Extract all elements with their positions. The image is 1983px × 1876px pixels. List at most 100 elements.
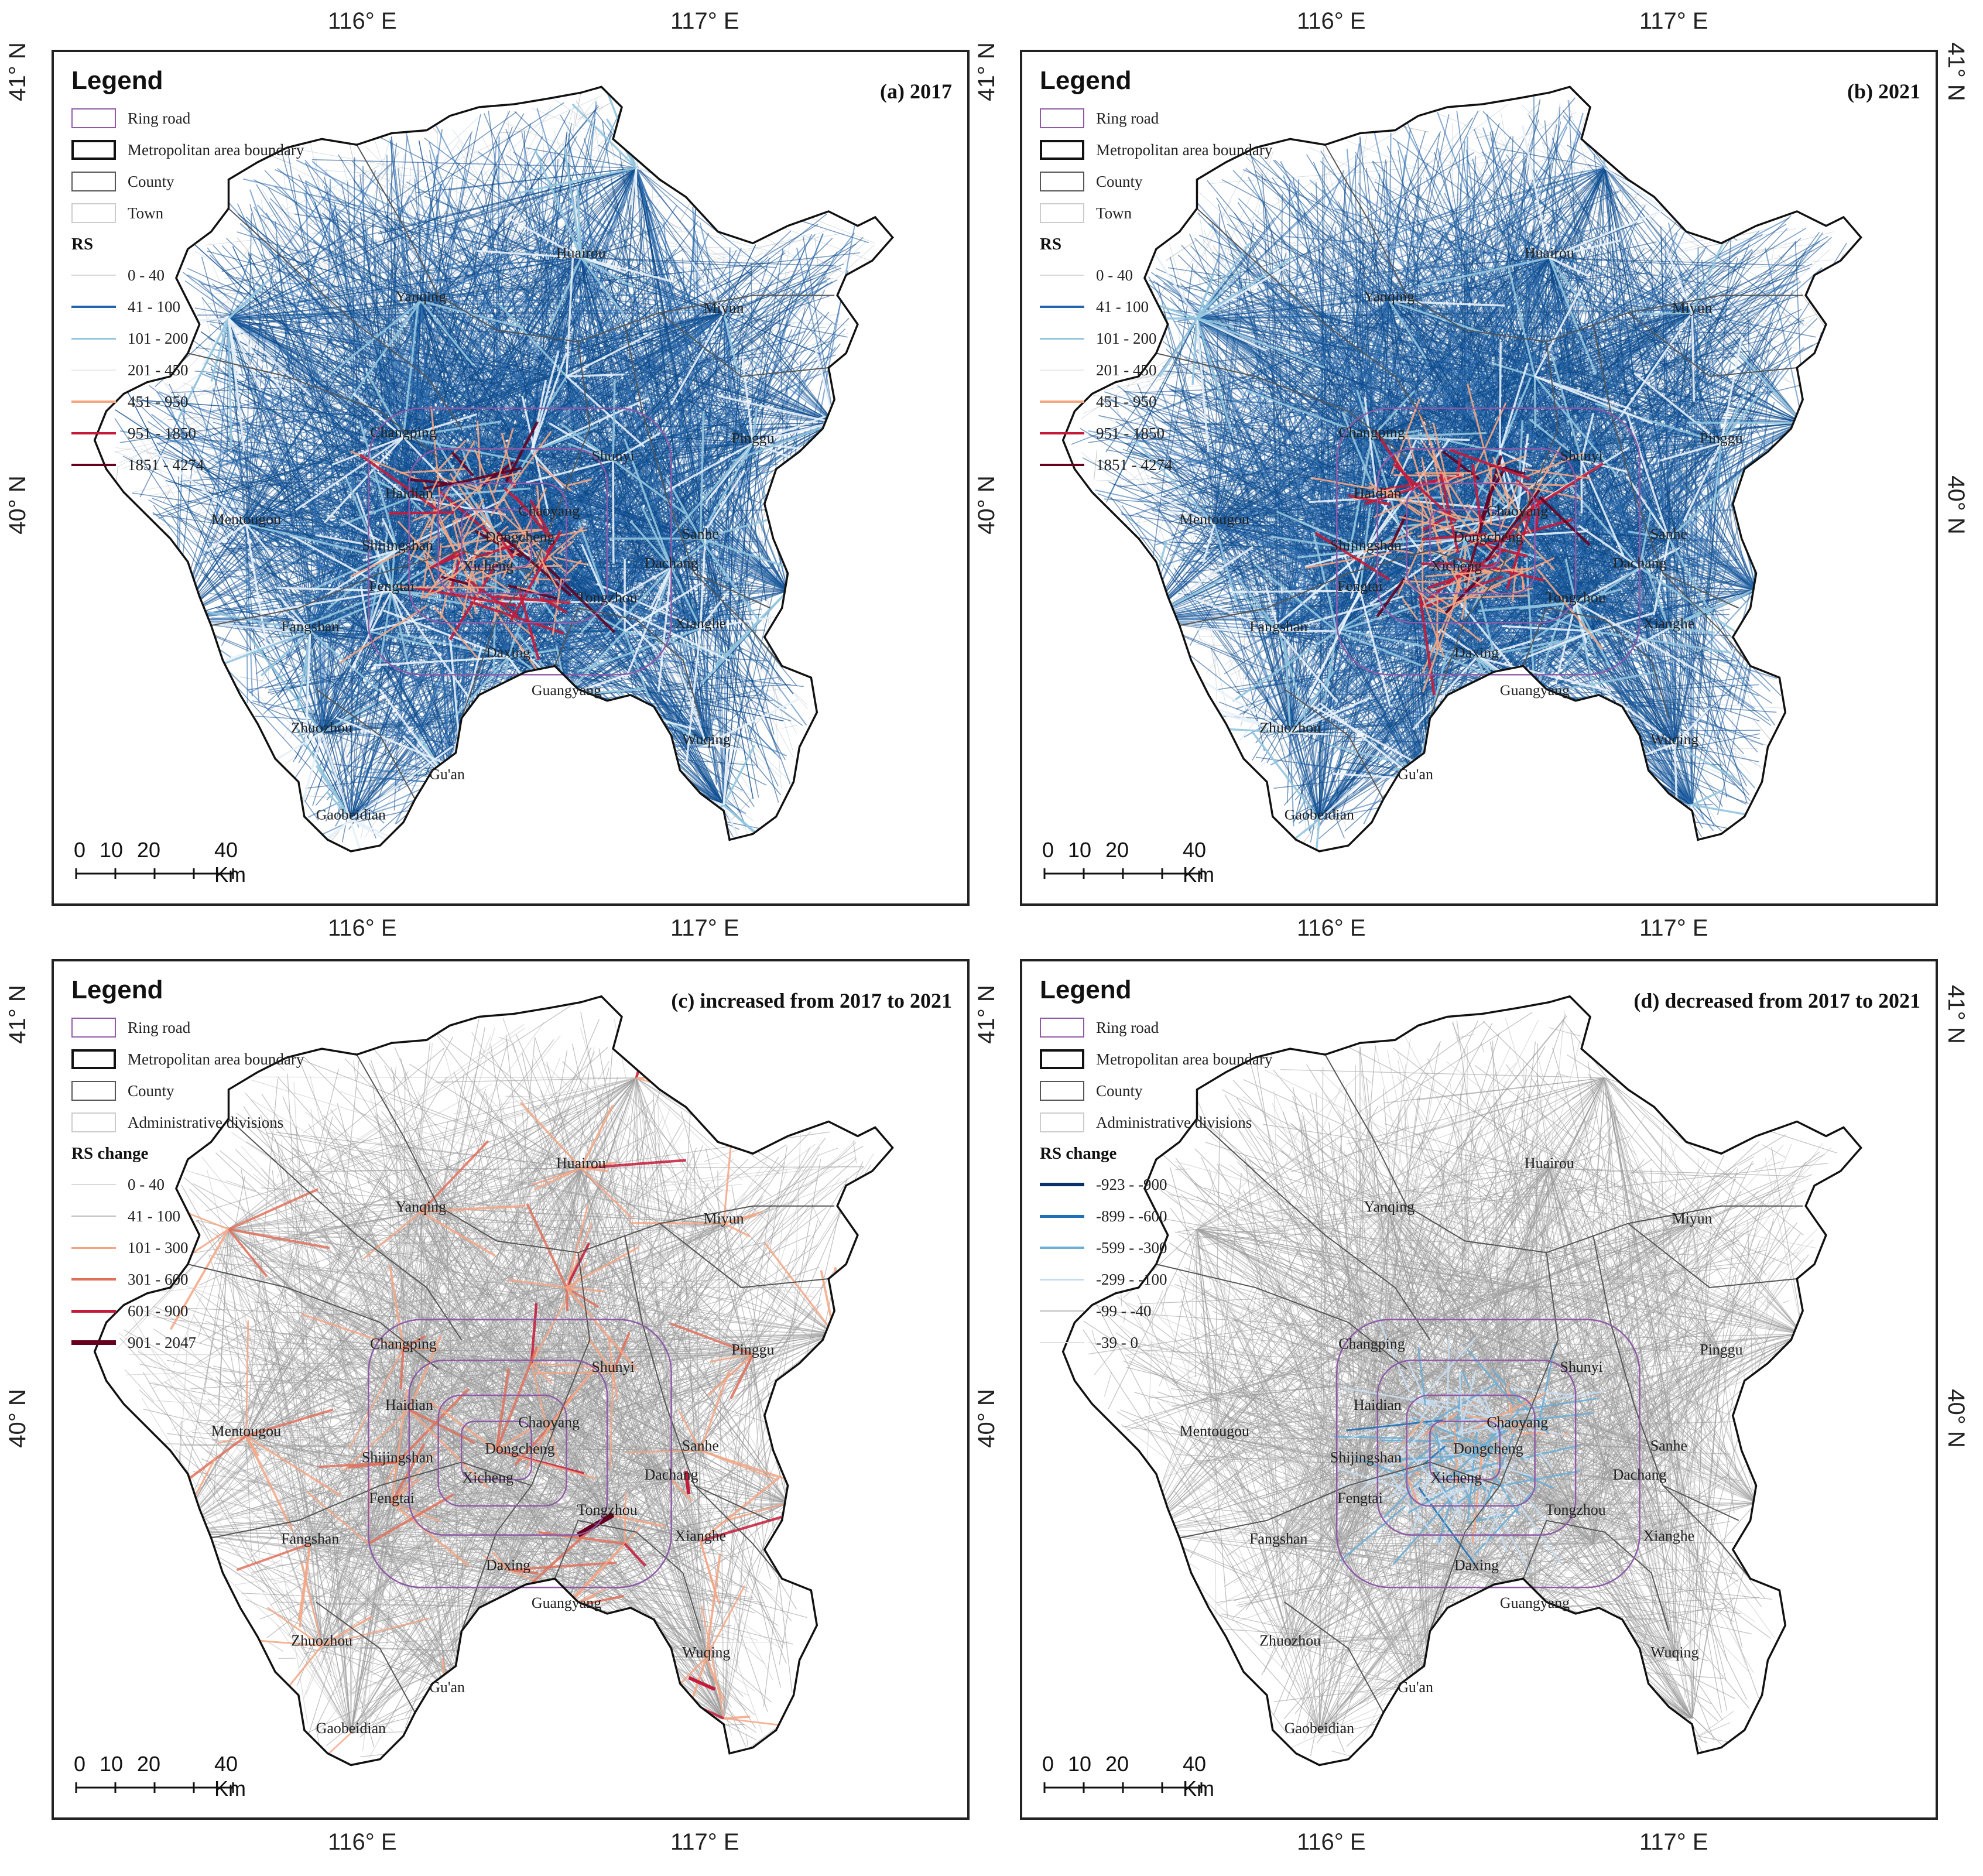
legend-class: 101 - 200 [1040,323,1272,354]
legend-class-label: 451 - 950 [128,392,189,410]
legend-class: 41 - 100 [71,291,304,323]
scale-bar: 0 10 20 40 Km [74,838,249,891]
legend-line-swatch [71,269,116,281]
place-label: Xianghe [1643,1528,1695,1545]
place-label: Xianghe [675,1528,727,1545]
legend-line-swatch [71,1210,116,1222]
place-label: Wuqing [682,1644,730,1661]
map-panel-d: Huairou Yanqing Miyun Changping Pinggu Shunyi… [1020,959,1938,1820]
legend-class: 41 - 100 [71,1200,304,1232]
scale-label: 40 Km [214,1752,246,1800]
place-label: Wuqing [1650,731,1698,748]
place-label: Shunyi [591,1358,634,1375]
legend-subtitle: RS [1040,234,1062,254]
legend-class-label: 951 - 1850 [1096,424,1165,442]
place-label: Dongcheng [1453,1440,1523,1457]
legend-class: 101 - 200 [71,323,304,354]
map-panel-c: Huairou Yanqing Miyun Changping Pinggu Shunyi… [52,959,970,1820]
place-label: Fengtai [369,577,415,594]
legend-swatch [1040,140,1084,160]
place-label: Yanqing [396,1199,447,1216]
legend-class: 41 - 100 [1040,291,1272,323]
place-label: Gu'an [1398,765,1433,782]
legend-line-swatch [1040,1179,1084,1190]
legend-line-swatch [1040,1274,1084,1285]
place-label: Wuqing [1650,1644,1698,1661]
place-label: Guangyang [1500,682,1570,699]
place-label: Chaoyang [518,1414,580,1431]
place-label: Miyun [1672,299,1713,316]
place-label: Miyun [1672,1210,1713,1227]
legend-class-label: 951 - 1850 [128,424,196,442]
place-label: Sanhe [682,1437,719,1454]
legend-line-swatch [71,301,116,313]
place-label: Daxing [1454,1556,1499,1573]
legend-item: Ring road [1040,102,1272,134]
place-label: Gu'an [429,1679,465,1696]
place-label: Dachang [645,554,698,571]
legend-class: 0 - 40 [1040,259,1272,291]
legend-swatch [1040,1018,1084,1038]
legend-class: -923 - -900 [1040,1169,1272,1200]
legend-item: Ring road [1040,1012,1272,1043]
od-network-lines [1081,1011,1838,1761]
legend-class: 951 - 1850 [1040,417,1272,449]
metropolitan-boundary [1061,995,1862,1767]
place-label: Tongzhou [1546,1501,1606,1518]
place-label: Fengtai [1337,1490,1383,1507]
scale-label: 40 Km [1183,1752,1214,1800]
legend-swatch [71,1112,116,1132]
legend-class-label: 901 - 2047 [128,1333,196,1351]
panel-title: (b) 2021 [1847,80,1920,103]
legend-item: Metropolitan area boundary [1040,134,1272,166]
place-label: Fangshan [281,618,339,635]
legend-item: County [1040,1075,1272,1107]
place-label: Haidian [1354,1396,1402,1413]
lon-label-top-a-116: 116° E [328,8,397,34]
place-label: Dachang [1613,554,1667,571]
legend-line-swatch [1040,269,1084,281]
place-label: Mentougou [211,1423,281,1440]
scale-label: 40 Km [214,838,246,886]
legend-line-swatch [1040,459,1084,471]
place-label: Huairou [1525,1155,1574,1172]
legend-swatch [71,203,116,223]
lon-label-top-b-117: 117° E [1639,8,1708,34]
place-label: Shijingshan [1330,1449,1402,1466]
legend-class: -599 - -300 [1040,1232,1272,1264]
lat-label-right-b-40: 40° N [1943,475,1969,535]
place-label: Xicheng [1430,1469,1482,1486]
legend-class: 1851 - 4274 [1040,449,1272,481]
legend-item: Town [1040,197,1272,229]
lat-label-mid-c-41: 41° N [973,985,999,1044]
county-boundaries [1156,1054,1803,1713]
legend-class-label: 0 - 40 [128,1175,165,1193]
scale-label: 10 [1068,838,1092,862]
legend-title: Legend [71,66,163,95]
legend-title: Legend [1040,975,1132,1004]
place-label: Miyun [704,1210,744,1227]
legend-line-swatch [71,427,116,439]
scale-bar-graphic [75,868,234,879]
scale-bar-graphic [1043,868,1203,879]
legend-item-label: County [1096,1081,1143,1100]
place-label: Tongzhou [577,1501,638,1518]
lat-label-left-c-40: 40° N [4,1389,30,1448]
legend-class: 201 - 450 [1040,354,1272,386]
legend-item-label: Ring road [1096,109,1159,127]
legend-item-label: Ring road [1096,1018,1159,1036]
legend-class-label: 101 - 200 [128,329,189,347]
place-label: Yanqing [396,287,447,304]
legend-class: 1851 - 4274 [71,449,304,481]
lon-label-mid-b-117: 117° E [1639,915,1708,941]
legend-item-label: Metropolitan area boundary [128,141,304,159]
legend-item-label: Administrative divisions [1096,1113,1252,1131]
place-label: Shunyi [1560,1358,1602,1375]
legend-swatch [71,172,116,191]
legend-class-label: 601 - 900 [128,1302,189,1320]
lat-label-mid-c-40: 40° N [973,1389,999,1448]
place-label: Fengtai [1337,577,1383,594]
place-label: Haidian [1354,485,1402,502]
legend-class: 201 - 450 [71,354,304,386]
scale-label: 20 [137,1752,161,1776]
